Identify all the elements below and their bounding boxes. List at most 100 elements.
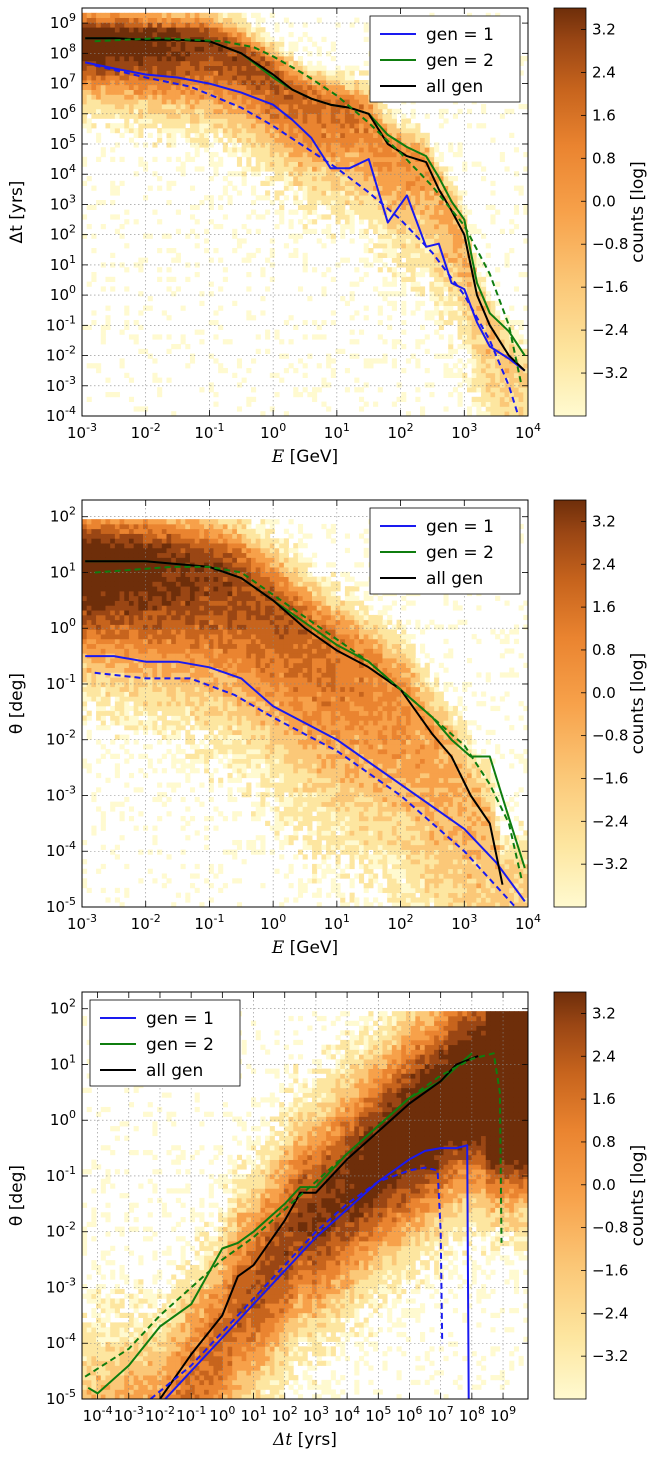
series-line-gen2-dashed: [84, 1052, 503, 1378]
x-tick-label: 104: [515, 912, 541, 933]
colorbar-tick-label: −0.8: [592, 1219, 628, 1237]
colorbar-tick-label: −3.2: [592, 364, 628, 382]
series-line-gen1: [84, 61, 526, 372]
y-tick-label: 10-2: [46, 1220, 76, 1241]
panel-energy-vs-delay: 10-3 10-2 10-1 100 101 102 103 10410-410-310-21…: [7, 7, 648, 467]
y-tick-label: 10-5: [46, 895, 76, 916]
legend-label-gen2: gen = 2: [426, 543, 494, 563]
legend-label-all: all gen: [426, 569, 483, 589]
series-line-gen1-dashed: [94, 671, 517, 907]
legend-label-gen1: gen = 1: [426, 517, 494, 537]
x-tick-label: 10-2: [131, 912, 161, 933]
y-tick-label: 10-2: [46, 344, 76, 365]
colorbar-tick-label: 0.0: [592, 1176, 616, 1194]
x-tick-label: 109: [490, 1404, 516, 1425]
series-line-all: [85, 560, 504, 885]
colorbar-tick-label: 3.2: [592, 20, 616, 38]
x-tick-label: 103: [451, 421, 477, 442]
colorbar-tick-label: 1.6: [592, 598, 616, 616]
colorbar-tick-label: 0.8: [592, 149, 616, 167]
colorbar-gradient: [553, 499, 587, 908]
series-line-gen2: [87, 1052, 473, 1395]
colorbar-tick-label: −0.8: [592, 235, 628, 253]
y-tick-label: 106: [50, 102, 76, 123]
x-tick-label: 10-4: [83, 1404, 113, 1425]
x-tick-label: 10-1: [194, 421, 224, 442]
x-tick-label: 10-2: [145, 1404, 175, 1425]
colorbar-tick-label: 2.4: [592, 1047, 616, 1065]
colorbar-tick-label: 0.8: [592, 1133, 616, 1151]
y-tick-label: 109: [50, 11, 76, 32]
x-tick-label: 10-3: [114, 1404, 144, 1425]
colorbar-tick-label: 3.2: [592, 512, 616, 530]
series-line-gen1-dashed: [94, 64, 520, 416]
density-heatmap: [82, 12, 528, 416]
colorbar-tick-label: 2.4: [592, 555, 616, 573]
series-line-all: [159, 1055, 479, 1399]
colorbar-tick-label: −3.2: [592, 1347, 628, 1365]
y-axis-label: θ [deg]: [7, 1165, 27, 1226]
series-lines: [84, 37, 526, 416]
legend-label-gen1: gen = 1: [146, 1009, 214, 1029]
colorbar-tick-label: 0.8: [592, 641, 616, 659]
x-tick-label: 10-3: [67, 912, 97, 933]
x-tick-label: 108: [459, 1404, 485, 1425]
x-tick-label: 103: [451, 912, 477, 933]
y-tick-label: 107: [50, 72, 76, 93]
x-tick-label: 102: [388, 421, 414, 442]
y-axis-label: θ [deg]: [7, 673, 27, 734]
y-tick-label: 10-3: [46, 374, 76, 395]
colorbar-tick-label: −1.6: [592, 278, 628, 296]
y-tick-label: 10-1: [46, 1164, 76, 1185]
y-tick-label: 10-4: [46, 839, 76, 860]
x-tick-label: 101: [324, 912, 350, 933]
colorbar-tick-label: −1.6: [592, 1261, 628, 1279]
series-line-all: [85, 37, 526, 372]
colorbar-tick-label: 1.6: [592, 1090, 616, 1108]
colorbar-tick-label: 1.6: [592, 106, 616, 124]
colorbar-gradient: [553, 991, 587, 1400]
legend: gen = 1 gen = 2 all gen: [89, 999, 241, 1087]
colorbar-tick-label: 0.0: [592, 192, 616, 210]
y-tick-label: 101: [50, 560, 76, 581]
x-tick-label: 100: [260, 912, 286, 933]
colorbar: 3.2 2.4 1.6 0.8 0.0 −0.8 −1.6 −2.4 −3.2 counts [l…: [553, 7, 648, 417]
x-tick-label: 103: [303, 1404, 329, 1425]
x-axis-label: Δt [yrs]: [272, 1430, 337, 1450]
colorbar-tick-label: −2.4: [592, 321, 628, 339]
legend-label-gen2: gen = 2: [146, 1035, 214, 1055]
y-tick-label: 102: [50, 505, 76, 526]
colorbar-tick-label: −2.4: [592, 1304, 628, 1322]
series-line-gen1: [85, 655, 526, 902]
colorbar-label: counts [log]: [628, 653, 648, 754]
colorbar-tick-label: 3.2: [592, 1004, 616, 1022]
colorbar-tick-label: 0.0: [592, 684, 616, 702]
y-tick-label: 10-4: [46, 1331, 76, 1352]
colorbar: 3.2 2.4 1.6 0.8 0.0 −0.8 −1.6 −2.4 −3.2 counts [l…: [553, 499, 648, 908]
colorbar-tick-label: 2.4: [592, 63, 616, 81]
y-tick-label: 10-1: [46, 672, 76, 693]
y-tick-label: 101: [50, 1052, 76, 1073]
axes-frame: [81, 7, 529, 417]
y-tick-label: 10-3: [46, 1275, 76, 1296]
colorbar-label: counts [log]: [628, 161, 648, 262]
colorbar-tick-label: −1.6: [592, 769, 628, 787]
legend-label-all: all gen: [146, 1061, 203, 1081]
legend: gen = 1 gen = 2 all gen: [369, 507, 521, 595]
x-tick-label: 100: [260, 421, 286, 442]
x-tick-label: 102: [272, 1404, 298, 1425]
y-tick-label: 10-1: [46, 313, 76, 334]
x-tick-label: 10-1: [194, 912, 224, 933]
x-tick-label: 107: [428, 1404, 454, 1425]
x-tick-label: 106: [396, 1404, 422, 1425]
y-tick-label: 102: [50, 223, 76, 244]
y-tick-label: 105: [50, 132, 76, 153]
x-tick-label: 102: [388, 912, 414, 933]
axes-frame: [81, 499, 529, 908]
legend-label-gen1: gen = 1: [426, 25, 494, 45]
y-tick-label: 100: [50, 1108, 76, 1129]
y-tick-label: 103: [50, 192, 76, 213]
y-tick-label: 10-2: [46, 728, 76, 749]
x-tick-label: 104: [334, 1404, 360, 1425]
